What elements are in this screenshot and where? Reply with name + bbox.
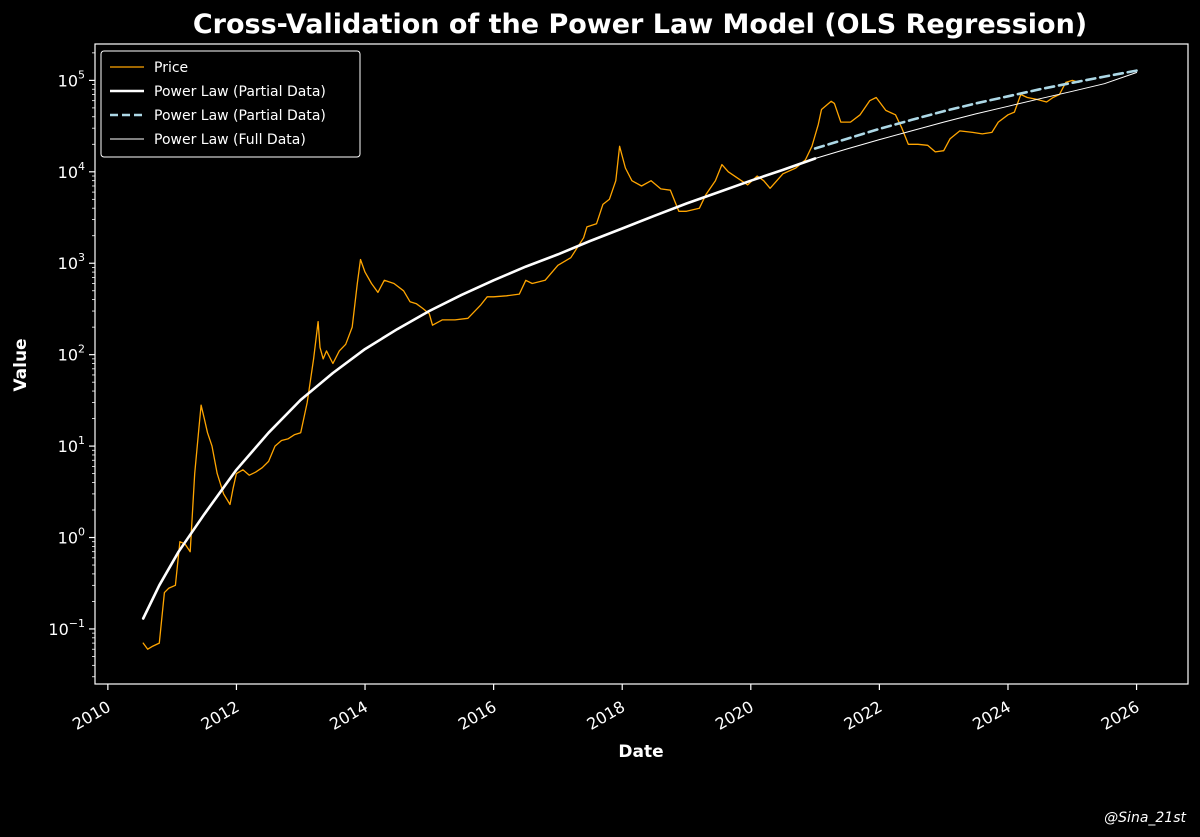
y-tick-label: 105 — [58, 68, 85, 90]
series-layer — [141, 69, 1138, 650]
y-axis: 10−1 100 101 102 103 104 105 — [48, 52, 95, 678]
chart-title: Cross-Validation of the Power Law Model … — [193, 9, 1087, 40]
series-line-2 — [813, 69, 1138, 150]
y-tick-label: 100 — [58, 526, 85, 548]
legend-label-0: Price — [154, 60, 188, 76]
legend-box — [100, 50, 361, 158]
legend: Price Power Law (Partial Data) Power Law (… — [100, 50, 361, 158]
y-axis-label: Value — [11, 338, 31, 391]
y-tick-label: 10−1 — [48, 617, 85, 639]
x-axis-label: Date — [618, 742, 663, 762]
series-line-0 — [142, 79, 1080, 650]
watermark: @Sina_21st — [1104, 810, 1186, 826]
series-line-1 — [141, 157, 817, 620]
y-tick-label: 103 — [58, 251, 85, 273]
legend-label-1: Power Law (Partial Data) — [154, 84, 326, 100]
y-tick-label: 102 — [58, 343, 85, 365]
legend-label-2: Power Law (Partial Data) — [154, 108, 326, 124]
y-tick-label: 101 — [58, 434, 85, 456]
y-tick-label: 104 — [58, 160, 85, 182]
legend-label-3: Power Law (Full Data) — [154, 132, 306, 148]
